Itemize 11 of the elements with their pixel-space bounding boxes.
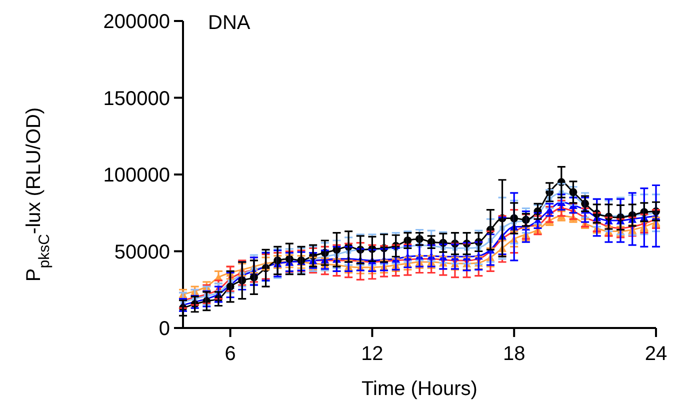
y-tick-label: 150000 xyxy=(103,88,170,110)
x-tick-label: 12 xyxy=(361,343,384,365)
y-tick-label: 50000 xyxy=(114,241,170,264)
y-tick-label: 200000 xyxy=(103,11,170,33)
x-tick-label: 6 xyxy=(224,343,236,365)
x-axis-title: Time (Hours) xyxy=(362,378,478,400)
x-tick-label: 24 xyxy=(644,343,668,365)
x-tick-label: 18 xyxy=(502,343,526,365)
y-tick-label: 100000 xyxy=(103,164,170,186)
chart-title: DNA xyxy=(208,12,251,34)
y-tick-label: 0 xyxy=(158,318,170,340)
